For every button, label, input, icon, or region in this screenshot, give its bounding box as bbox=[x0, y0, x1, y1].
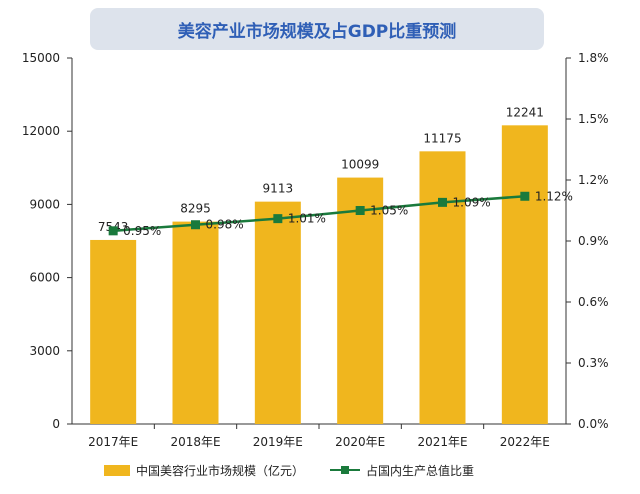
bar-value-label: 10099 bbox=[341, 158, 379, 172]
bar bbox=[90, 239, 137, 424]
legend-item-bar: 中国美容行业市场规模（亿元） bbox=[104, 462, 304, 479]
line-value-label: 1.09% bbox=[453, 195, 491, 209]
x-tick-label: 2018年E bbox=[170, 435, 220, 449]
y-left-tick-label: 15000 bbox=[22, 51, 60, 65]
y-left-tick-label: 6000 bbox=[29, 271, 60, 285]
line-point bbox=[191, 220, 200, 230]
legend-label-line: 占国内生产总值比重 bbox=[366, 463, 475, 478]
line-point bbox=[273, 214, 283, 224]
y-left-tick-label: 12000 bbox=[22, 124, 60, 138]
bar bbox=[254, 201, 301, 424]
line-value-label: 1.12% bbox=[535, 189, 573, 203]
chart-legend: 中国美容行业市场规模（亿元） 占国内生产总值比重 bbox=[104, 458, 544, 482]
legend-label-bar: 中国美容行业市场规模（亿元） bbox=[136, 463, 305, 478]
line-value-label: 0.95% bbox=[123, 224, 161, 238]
line-point bbox=[355, 206, 365, 215]
bar-value-label: 9113 bbox=[263, 182, 294, 196]
legend-bar-swatch bbox=[104, 464, 130, 476]
bar bbox=[172, 221, 219, 424]
y-right-tick-label: 0.0% bbox=[578, 417, 609, 431]
x-tick-label: 2019年E bbox=[253, 435, 303, 449]
line-value-label: 1.05% bbox=[370, 204, 408, 218]
legend-item-line: 占国内生产总值比重 bbox=[330, 462, 474, 479]
y-right-tick-label: 0.3% bbox=[578, 356, 609, 370]
bar-value-label: 12241 bbox=[506, 105, 544, 119]
x-tick-label: 2017年E bbox=[88, 435, 138, 449]
y-right-tick-label: 1.8% bbox=[578, 51, 609, 65]
legend-line-swatch bbox=[330, 464, 361, 476]
bar bbox=[337, 177, 384, 424]
y-right-tick-label: 1.5% bbox=[578, 112, 609, 126]
y-left-tick-label: 3000 bbox=[29, 344, 60, 358]
line-value-label: 0.98% bbox=[206, 218, 244, 232]
bar-value-label: 8295 bbox=[180, 202, 211, 216]
x-tick-label: 2021年E bbox=[417, 435, 467, 449]
y-left-tick-label: 9000 bbox=[29, 197, 60, 211]
bar bbox=[419, 151, 466, 424]
y-left-tick-label: 0 bbox=[52, 417, 60, 431]
line-point bbox=[108, 226, 118, 236]
chart-title: 美容产业市场规模及占GDP比重预测 bbox=[177, 21, 457, 42]
line-point bbox=[438, 197, 447, 207]
y-right-tick-label: 1.2% bbox=[578, 173, 609, 187]
chart-title-box: 美容产业市场规模及占GDP比重预测 bbox=[90, 8, 544, 50]
y-right-tick-label: 0.9% bbox=[578, 234, 609, 248]
bar-value-label: 11175 bbox=[423, 131, 461, 145]
line-series bbox=[113, 195, 525, 233]
x-tick-label: 2020年E bbox=[335, 435, 385, 449]
x-tick-label: 2022年E bbox=[500, 435, 550, 449]
line-value-label: 1.01% bbox=[288, 212, 326, 226]
line-point bbox=[520, 191, 530, 201]
bar bbox=[501, 125, 548, 424]
y-right-tick-label: 0.6% bbox=[578, 295, 609, 309]
